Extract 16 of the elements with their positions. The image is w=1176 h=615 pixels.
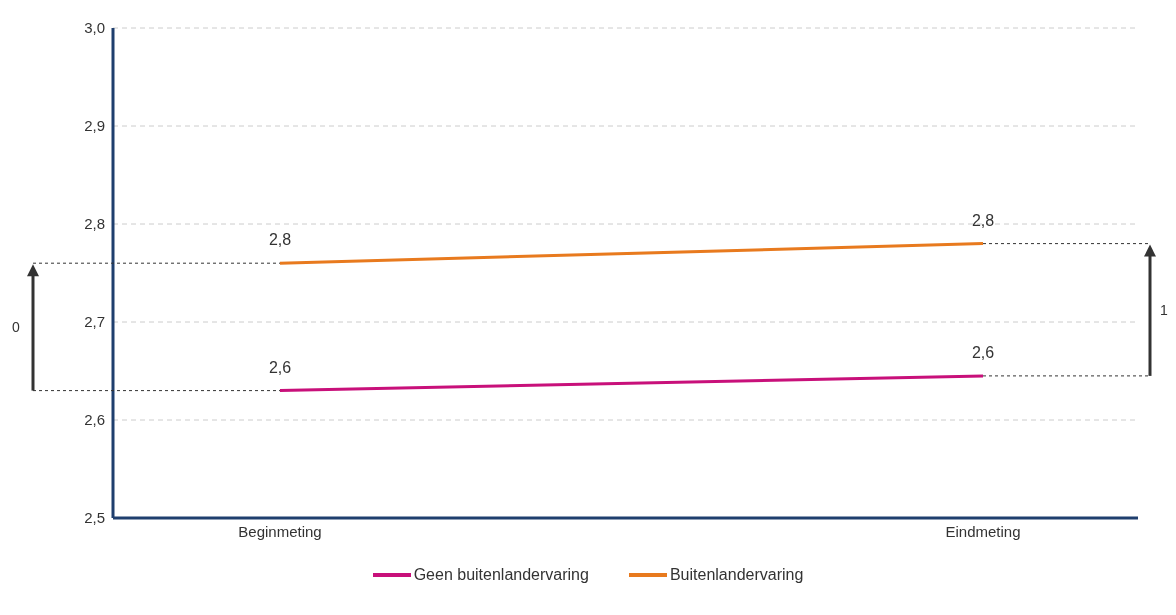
legend-label: Geen buitenlandervaring [413, 566, 589, 584]
y-tick-label: 2,8 [84, 215, 105, 233]
data-label: 2,6 [268, 358, 292, 376]
y-tick-label: 2,6 [84, 411, 105, 429]
text: 0 [12, 318, 21, 335]
data-label: 2,8 [268, 231, 292, 249]
y-tick-label: 2,9 [84, 117, 105, 135]
x-tick-label: Eindmeting [945, 522, 1021, 540]
y-tick-label: 2,5 [84, 509, 105, 527]
data-label: 2,6 [971, 343, 995, 361]
x-tick-label: Beginmeting [238, 522, 322, 540]
y-tick-label: 2,7 [84, 313, 105, 331]
data-label: 2,8 [971, 211, 995, 229]
y-tick-label: 3,0 [84, 19, 105, 37]
text: 1 [1160, 301, 1169, 318]
legend-label: Buitenlandervaring [669, 566, 804, 584]
